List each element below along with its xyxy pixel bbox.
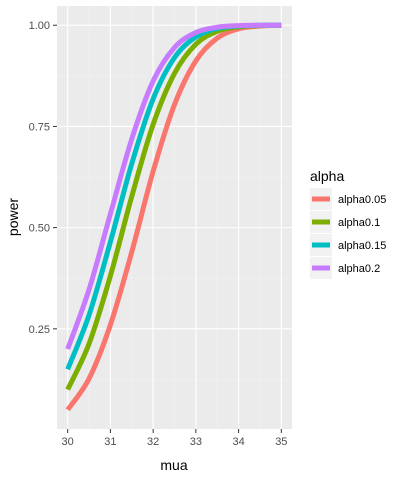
legend: alpha alpha0.05 alpha0.1 alpha0.15 alpha0.2 [310,168,386,279]
x-axis: 30 31 32 33 34 35 [62,429,287,448]
x-tick-label: 35 [275,436,287,448]
legend-label-alpha0.2: alpha0.2 [338,263,380,275]
y-tick-label: 0.75 [29,121,50,133]
legend-label-alpha0.05: alpha0.05 [338,194,386,206]
x-tick-label: 31 [104,436,116,448]
series-line-alpha0.2 [65,22,282,350]
x-tick-label: 30 [62,436,74,448]
curves [65,22,282,412]
legend-label-alpha0.1: alpha0.1 [338,217,380,229]
x-axis-title: mua [160,457,187,473]
y-tick-label: 1.00 [29,20,50,32]
legend-label-alpha0.15: alpha0.15 [338,240,386,252]
legend-title: alpha [310,168,344,184]
x-tick-label: 32 [147,436,159,448]
y-axis-title: power [5,198,21,236]
x-tick-label: 34 [232,436,244,448]
y-tick-label: 0.50 [29,223,50,235]
y-tick-label: 0.25 [29,324,50,336]
y-axis: 0.25 0.50 0.75 1.00 [29,20,57,336]
x-tick-label: 33 [190,436,202,448]
